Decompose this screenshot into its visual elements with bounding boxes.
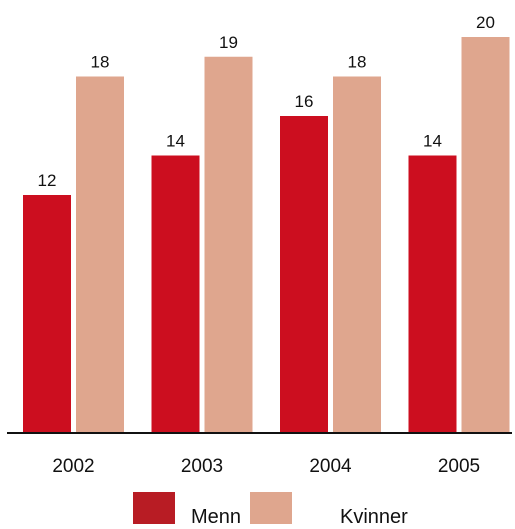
bars-layer: [23, 37, 510, 432]
value-label-kvinner-2004: 18: [348, 53, 367, 72]
legend-label-menn: Menn: [191, 506, 241, 528]
legend-swatch-menn: [133, 492, 175, 524]
legend: Menn Kvinner: [133, 492, 408, 528]
bar-menn-2004: [280, 116, 328, 432]
value-label-menn-2005: 14: [423, 132, 442, 151]
value-label-kvinner-2002: 18: [91, 53, 110, 72]
legend-label-kvinner: Kvinner: [340, 506, 408, 528]
value-label-kvinner-2005: 20: [476, 13, 495, 32]
value-label-kvinner-2003: 19: [219, 33, 238, 52]
bar-kvinner-2003: [204, 56, 253, 432]
value-label-menn-2002: 12: [38, 171, 57, 190]
bar-kvinner-2005: [461, 37, 510, 432]
value-label-menn-2004: 16: [295, 92, 314, 111]
x-tick-label-2005: 2005: [438, 456, 480, 477]
bar-kvinner-2002: [76, 76, 124, 432]
x-tick-label-2002: 2002: [52, 456, 94, 477]
value-label-menn-2003: 14: [166, 132, 185, 151]
x-tick-label-2003: 2003: [181, 456, 223, 477]
value-labels-layer: 12 18 14 19 16 18 14 20: [38, 13, 495, 190]
x-tick-label-2004: 2004: [309, 456, 352, 477]
bar-menn-2005: [408, 155, 457, 432]
legend-swatch-kvinner: [250, 492, 292, 524]
bar-kvinner-2004: [333, 76, 381, 432]
bar-menn-2003: [151, 155, 200, 432]
x-tick-labels: 2002 2003 2004 2005: [52, 456, 480, 477]
bar-menn-2002: [23, 195, 71, 432]
